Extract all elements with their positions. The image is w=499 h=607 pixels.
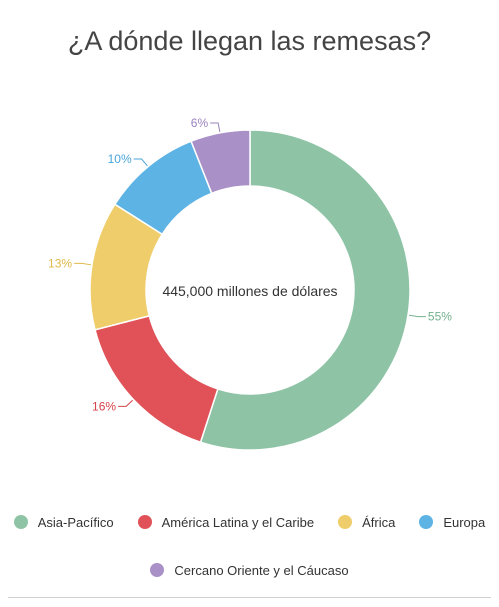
leader-line-asia-pacifico <box>408 314 426 318</box>
divider <box>8 597 491 598</box>
leader-line-cercano-oriente <box>210 122 221 132</box>
legend-swatch <box>338 515 353 529</box>
pct-label-europa: 10% <box>108 152 132 166</box>
slice-america-latina <box>94 314 219 444</box>
center-label: 445,000 millones de dólares <box>162 283 337 299</box>
legend-swatch <box>137 515 152 529</box>
legend-label: Cercano Oriente y el Cáucaso <box>174 562 349 578</box>
leader-line-europa <box>133 158 148 167</box>
slice-cercano-oriente <box>190 129 251 195</box>
legend-label: África <box>362 514 396 530</box>
legend-item-asia-pacifico[interactable]: Asia-Pacífico <box>13 512 114 532</box>
chart-title: ¿A dónde llegan las remesas? <box>67 26 432 56</box>
leader-line-africa <box>74 262 92 266</box>
pct-label-africa: 13% <box>48 256 72 270</box>
legend-item-africa[interactable]: África <box>338 512 395 532</box>
leader-line-america-latina <box>118 399 133 407</box>
chart-legend: Asia-Pacífico América Latina y el Caribe Á… <box>0 512 499 580</box>
legend-label: Asia-Pacífico <box>37 514 114 530</box>
legend-label: América Latina y el Caribe <box>161 514 315 530</box>
legend-swatch <box>150 563 165 577</box>
legend-swatch <box>419 515 434 529</box>
pct-label-asia-pacifico: 55% <box>428 310 452 324</box>
legend-item-cercano-oriente[interactable]: Cercano Oriente y el Cáucaso <box>150 560 349 580</box>
legend-swatch <box>13 515 28 529</box>
legend-item-america-latina[interactable]: América Latina y el Caribe <box>137 512 315 532</box>
legend-item-europa[interactable]: Europa <box>419 512 485 532</box>
donut-chart: 55% 16% 13% 10% 6% 445,000 millones de dólar… <box>48 116 452 451</box>
pct-label-cercano-oriente: 6% <box>191 116 209 130</box>
pct-label-america-latina: 16% <box>92 399 116 413</box>
legend-label: Europa <box>443 514 486 530</box>
slice-asia-pacifico <box>199 129 411 451</box>
